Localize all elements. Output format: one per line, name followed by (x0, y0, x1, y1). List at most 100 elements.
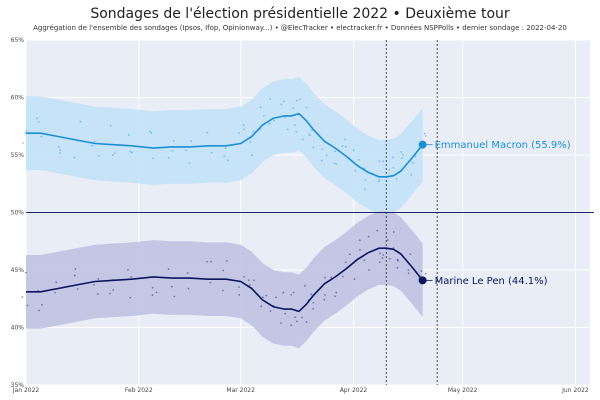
poll-dot (251, 154, 253, 157)
poll-dot (400, 151, 403, 153)
series-label: Marine Le Pen (44.1%) (435, 276, 548, 287)
poll-dot (224, 147, 227, 150)
poll-dot (330, 276, 333, 279)
poll-dot (323, 298, 326, 301)
poll-dot (24, 132, 27, 134)
poll-dot (388, 168, 391, 171)
poll-dot (150, 132, 153, 134)
poll-dot (253, 279, 255, 282)
poll-dot (280, 103, 283, 106)
poll-dot (325, 154, 328, 157)
poll-dot (424, 272, 427, 275)
poll-dot (109, 124, 112, 127)
poll-dot (97, 277, 100, 280)
poll-dot (21, 296, 24, 298)
poll-dot (155, 291, 158, 294)
poll-dot (359, 248, 361, 251)
poll-dot (409, 253, 412, 256)
poll-dot (396, 258, 399, 261)
poll-dot (378, 160, 381, 162)
poll-dot (397, 259, 399, 262)
poll-dot (402, 153, 404, 156)
poll-dot (268, 122, 271, 125)
poll-dot (129, 150, 132, 153)
poll-dot (293, 124, 296, 127)
poll-dot (392, 156, 395, 159)
y-tick-label: 40% (11, 325, 25, 332)
poll-dot (206, 131, 209, 134)
poll-dot (127, 268, 129, 271)
poll-dot (342, 275, 344, 278)
poll-dot (382, 254, 385, 256)
poll-dot (185, 149, 188, 152)
poll-dot (79, 120, 82, 123)
poll-dot (334, 295, 336, 298)
poll-dot (344, 261, 347, 264)
poll-dot (151, 286, 154, 289)
poll-dot (407, 272, 410, 275)
poll-dot (227, 159, 229, 162)
poll-dot (76, 288, 79, 290)
poll-dot (294, 316, 297, 319)
x-tick-label: Apr 2022 (340, 387, 368, 394)
poll-dot (127, 134, 130, 137)
y-tick-label: 55% (11, 152, 25, 159)
poll-dot (382, 160, 385, 163)
poll-dot (396, 266, 399, 269)
poll-dot (149, 130, 151, 133)
poll-dot (280, 322, 282, 325)
poll-dot (225, 260, 228, 262)
poll-dot (420, 270, 423, 272)
poll-dot (341, 145, 344, 148)
chart-title: Sondages de l'élection présidentielle 20… (90, 6, 510, 22)
poll-dot (358, 239, 361, 242)
poll-dot (223, 155, 226, 157)
x-tick-label: Mar 2022 (226, 387, 255, 394)
poll-dot (190, 140, 193, 143)
x-tick-label: Jun 2022 (561, 387, 589, 394)
poll-dot (335, 291, 338, 294)
poll-dot (74, 268, 77, 270)
poll-dot (38, 309, 40, 312)
poll-dot (263, 114, 265, 117)
poll-dot (260, 305, 263, 308)
poll-dot (173, 295, 176, 298)
poll-dot (41, 303, 43, 306)
y-tick-label: 45% (11, 267, 25, 274)
poll-dot (188, 162, 191, 164)
poll-dot (344, 138, 346, 141)
poll-dot (237, 286, 240, 289)
poll-dot (392, 166, 395, 169)
y-tick-label: 60% (11, 95, 25, 102)
poll-dot (363, 188, 366, 191)
poll-dot (26, 304, 29, 307)
poll-dot (210, 260, 212, 263)
poll-dot (320, 159, 323, 162)
series-label: Emmanuel Macron (55.9%) (435, 140, 571, 151)
poll-dot (364, 179, 367, 181)
poll-dot (262, 296, 264, 299)
series-line (26, 247, 424, 313)
poll-dot (73, 156, 76, 159)
poll-dot (40, 135, 43, 138)
poll-dot (414, 155, 417, 158)
poll-dot (170, 285, 173, 288)
poll-dot (386, 239, 389, 241)
poll-dot (305, 321, 308, 323)
poll-dot (353, 278, 356, 280)
poll-dot (352, 149, 355, 152)
poll-dot (321, 148, 324, 151)
poll-dot (172, 140, 175, 142)
poll-dot (305, 106, 308, 109)
poll-dot (282, 291, 285, 294)
poll-dot (238, 293, 241, 296)
poll-dot (357, 159, 360, 161)
poll-dot (152, 157, 155, 160)
poll-dot (129, 296, 132, 299)
poll-dot (97, 154, 100, 157)
poll-dot (37, 121, 40, 124)
poll-dot (335, 163, 338, 166)
poll-dot (130, 151, 133, 154)
